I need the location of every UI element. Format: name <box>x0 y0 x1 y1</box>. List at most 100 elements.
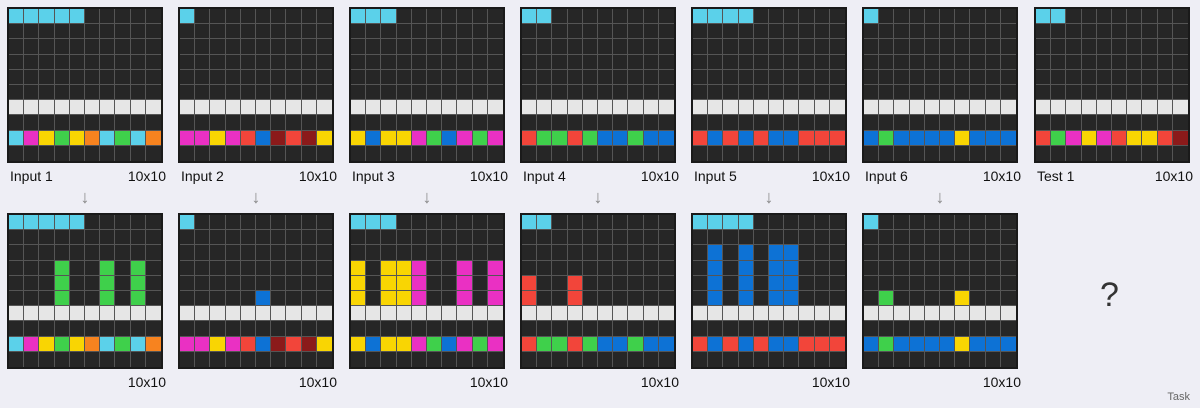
grid-cell <box>985 230 1001 246</box>
grid-cell <box>939 100 956 116</box>
grid-cell <box>210 275 226 291</box>
grid-cell <box>130 230 146 246</box>
grid-cell <box>894 336 910 352</box>
grid-cell <box>1000 230 1016 246</box>
grid-cell <box>1000 54 1016 70</box>
grid-cell <box>457 275 473 291</box>
grid-cell <box>1111 100 1128 116</box>
grid-cell <box>180 145 196 161</box>
output-4-dims: 10x10 <box>640 374 679 390</box>
grid-cell <box>472 230 488 246</box>
grid-cell <box>939 290 956 307</box>
grid-cell <box>613 290 629 307</box>
grid-cell <box>180 130 196 146</box>
grid-cell <box>381 245 397 261</box>
grid-cell <box>39 336 55 352</box>
grid-cell <box>582 215 598 231</box>
grid-cell <box>472 130 488 146</box>
grid-cell <box>552 130 568 146</box>
grid-cell <box>970 39 986 55</box>
grid-cell <box>271 260 287 276</box>
grid-cell <box>597 321 614 337</box>
grid-cell <box>738 24 754 40</box>
grid-cell <box>582 260 598 276</box>
grid-cell <box>240 230 256 246</box>
grid-cell <box>225 69 241 85</box>
grid-cell <box>955 336 971 352</box>
grid-cell <box>738 69 754 85</box>
grid-cell <box>567 275 583 291</box>
grid-cell <box>970 84 986 101</box>
grid-cell <box>396 230 412 246</box>
grid-cell <box>628 245 644 261</box>
grid-cell <box>814 321 830 337</box>
grid-cell <box>1066 130 1082 146</box>
grid-cell <box>442 245 458 261</box>
grid-cell <box>1051 24 1067 40</box>
grid-cell <box>210 306 226 322</box>
grid-cell <box>894 321 910 337</box>
grid-cell <box>1051 145 1067 161</box>
grid-cell <box>487 351 503 367</box>
grid-cell <box>879 24 895 40</box>
grid-cell <box>381 130 397 146</box>
grid-cell <box>301 130 317 146</box>
grid-cell <box>240 215 256 231</box>
grid-cell <box>381 115 397 131</box>
grid-cell <box>24 290 40 307</box>
grid-cell <box>411 321 427 337</box>
grid-cell <box>366 9 382 25</box>
grid-cell <box>271 115 287 131</box>
grid-cell <box>240 69 256 85</box>
grid-cell <box>658 84 674 101</box>
grid-cell <box>658 39 674 55</box>
grid-cell <box>894 245 910 261</box>
grid-cell <box>879 39 895 55</box>
grid-cell <box>1066 39 1082 55</box>
grid-cell <box>753 290 769 307</box>
grid-cell <box>286 245 302 261</box>
grid-cell <box>240 9 256 25</box>
grid-cell <box>316 145 332 161</box>
grid-cell <box>567 39 583 55</box>
grid-cell <box>301 54 317 70</box>
grid-cell <box>799 275 815 291</box>
input-grid-3 <box>349 7 505 163</box>
grid-cell <box>613 39 629 55</box>
grid-cell <box>351 230 367 246</box>
grid-cell <box>457 84 473 101</box>
grid-cell <box>613 336 629 352</box>
grid-cell <box>723 230 739 246</box>
grid-cell <box>939 215 956 231</box>
grid-cell <box>597 100 614 116</box>
grid-cell <box>210 336 226 352</box>
grid-cell <box>1066 9 1082 25</box>
grid-cell <box>537 84 553 101</box>
grid-cell <box>829 100 845 116</box>
grid-cell <box>411 100 427 116</box>
grid-cell <box>814 290 830 307</box>
grid-cell <box>457 230 473 246</box>
grid-cell <box>115 306 131 322</box>
grid-cell <box>753 69 769 85</box>
grid-cell <box>316 321 332 337</box>
grid-cell <box>537 290 553 307</box>
grid-cell <box>552 54 568 70</box>
grid-cell <box>955 115 971 131</box>
grid-cell <box>879 84 895 101</box>
grid-cell <box>1000 69 1016 85</box>
grid-cell <box>693 321 709 337</box>
grid-cell <box>457 306 473 322</box>
grid-cell <box>753 84 769 101</box>
grid-cell <box>426 39 443 55</box>
grid-cell <box>582 336 598 352</box>
grid-cell <box>522 260 538 276</box>
grid-cell <box>628 69 644 85</box>
grid-cell <box>985 336 1001 352</box>
grid-cell <box>723 275 739 291</box>
grid-cell <box>753 306 769 322</box>
grid-cell <box>381 145 397 161</box>
grid-cell <box>39 230 55 246</box>
grid-cell <box>472 306 488 322</box>
grid-cell <box>301 321 317 337</box>
